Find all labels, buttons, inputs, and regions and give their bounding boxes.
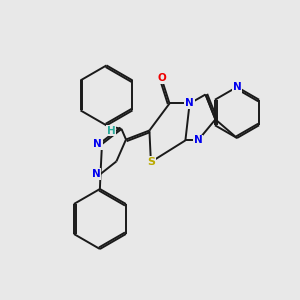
Text: N: N bbox=[232, 82, 242, 92]
Text: H: H bbox=[106, 125, 116, 136]
Text: O: O bbox=[157, 73, 166, 83]
Text: S: S bbox=[147, 157, 155, 167]
Text: N: N bbox=[93, 139, 102, 149]
Text: N: N bbox=[92, 169, 100, 179]
Text: N: N bbox=[194, 135, 202, 146]
Text: N: N bbox=[185, 98, 194, 109]
